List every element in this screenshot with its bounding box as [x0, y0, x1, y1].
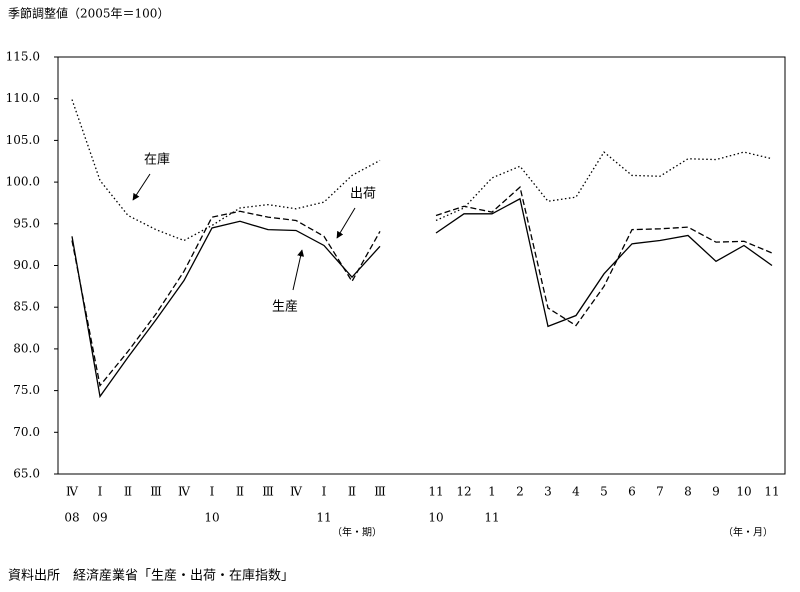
x-tick-label: 7 [656, 485, 664, 499]
x-tick-label: Ⅰ [210, 485, 215, 499]
series-line [71, 197, 773, 399]
x-tick-label: 8 [684, 485, 692, 499]
plot-frame [57, 56, 786, 475]
x-year-label: 11 [316, 511, 331, 525]
x-tick-label: Ⅱ [236, 485, 244, 499]
y-tick-label: 110.0 [6, 91, 40, 105]
y-tick-label: 65.0 [13, 467, 40, 481]
x-year-label: 08 [64, 511, 79, 525]
annotation-arrow [132, 173, 151, 201]
x-tick-label: Ⅲ [374, 485, 386, 499]
x-tick-label: 6 [628, 485, 636, 499]
y-tick-label: 115.0 [6, 50, 40, 64]
y-tick-label: 100.0 [6, 175, 40, 189]
x-tick-label: Ⅱ [348, 485, 356, 499]
x-tick-label: 10 [736, 485, 751, 499]
y-tick-label: 70.0 [13, 425, 40, 439]
x-tick-label: 3 [544, 485, 552, 499]
x-unit-label: （年・期） [332, 526, 382, 539]
x-tick-label: Ⅱ [124, 485, 132, 499]
series-annotation: 出荷 [350, 187, 376, 202]
y-tick-label: 105.0 [6, 133, 40, 147]
x-tick-label: Ⅲ [262, 485, 274, 499]
x-tick-label: Ⅲ [150, 485, 162, 499]
x-tick-label: 12 [456, 485, 471, 499]
y-tick-label: 75.0 [13, 383, 40, 397]
series-annotation: 生産 [272, 299, 298, 315]
x-unit-label: （年・月） [723, 526, 773, 539]
series-line [71, 185, 773, 388]
x-tick-label: 4 [572, 485, 580, 499]
x-year-label: 11 [484, 511, 499, 525]
annotation-arrow [336, 207, 356, 239]
x-tick-label: 11 [764, 485, 779, 499]
chart-title: 季節調整値（2005年＝100） [8, 6, 169, 21]
x-tick-label: 1 [488, 485, 496, 499]
annotation-arrow [292, 249, 305, 291]
series-annotation: 在庫 [144, 153, 170, 168]
x-tick-label: 11 [428, 485, 443, 499]
x-tick-label: 9 [712, 485, 720, 499]
x-tick-label: Ⅳ [66, 485, 79, 499]
x-tick-label: Ⅳ [178, 485, 191, 499]
x-year-label: 09 [92, 511, 107, 525]
x-tick-label: 2 [516, 485, 524, 499]
y-tick-label: 90.0 [13, 258, 40, 272]
x-tick-label: Ⅰ [98, 485, 103, 499]
x-tick-label: Ⅳ [290, 485, 303, 499]
y-tick-label: 95.0 [13, 216, 40, 230]
x-tick-label: Ⅰ [322, 485, 327, 499]
x-year-label: 10 [204, 511, 219, 525]
y-tick-label: 85.0 [13, 300, 40, 314]
x-year-label: 10 [428, 511, 443, 525]
source-note: 資料出所 経済産業省「生産・出荷・在庫指数」 [8, 568, 294, 584]
series-line [71, 99, 773, 242]
x-tick-label: 5 [600, 485, 608, 499]
y-tick-label: 80.0 [13, 341, 40, 355]
